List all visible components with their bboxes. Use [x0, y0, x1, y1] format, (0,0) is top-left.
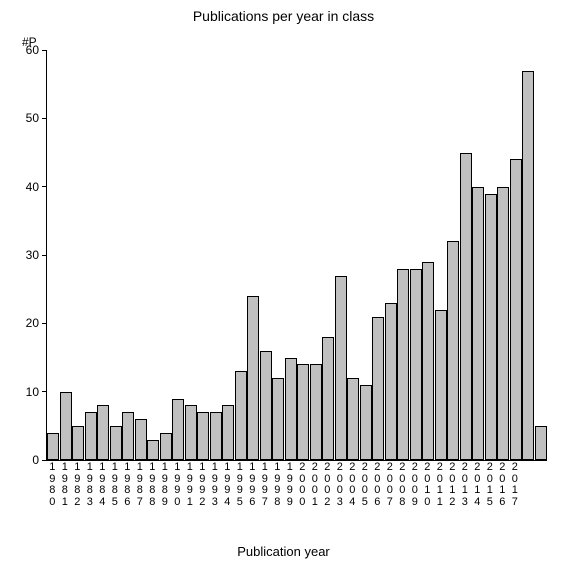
- bar: [385, 303, 397, 460]
- bar: [485, 194, 497, 461]
- x-tick-label: 1 9 8 6: [124, 462, 130, 508]
- y-tick-label: 30: [26, 248, 39, 262]
- bar: [47, 433, 59, 460]
- bar: [272, 378, 284, 460]
- x-tick-label: 2 0 1 5: [487, 462, 493, 508]
- bar: [247, 296, 259, 460]
- x-tick-label: 1 9 9 8: [274, 462, 280, 508]
- bar: [460, 153, 472, 461]
- bar: [110, 426, 122, 460]
- bar: [197, 412, 209, 460]
- bar: [297, 364, 309, 460]
- bar: [60, 392, 72, 460]
- x-tick-label: 2 0 0 3: [337, 462, 343, 508]
- chart-title: Publications per year in class: [0, 8, 567, 24]
- y-tick: [42, 50, 47, 51]
- x-tick-label: 2 0 0 2: [324, 462, 330, 508]
- x-tick-label: 2 0 0 7: [387, 462, 393, 508]
- bar: [72, 426, 84, 460]
- bar: [347, 378, 359, 460]
- x-tick-label: 1 9 9 2: [199, 462, 205, 508]
- x-tick-label: 1 9 8 4: [99, 462, 105, 508]
- x-tick-label: 2 0 1 1: [437, 462, 443, 508]
- x-axis-title: Publication year: [0, 544, 567, 559]
- x-tick-label: 2 0 0 9: [412, 462, 418, 508]
- bar: [310, 364, 322, 460]
- bar: [85, 412, 97, 460]
- x-tick-label: 1 9 8 8: [149, 462, 155, 508]
- y-tick-label: 0: [32, 453, 39, 467]
- x-tick-label: 1 9 9 7: [262, 462, 268, 508]
- bar: [422, 262, 434, 460]
- y-tick: [42, 323, 47, 324]
- x-tick-label: 2 0 1 7: [512, 462, 518, 508]
- y-tick: [42, 255, 47, 256]
- x-tick-label: 1 9 9 6: [249, 462, 255, 508]
- bar: [472, 187, 484, 460]
- x-tick-label: 2 0 0 5: [362, 462, 368, 508]
- bar: [160, 433, 172, 460]
- bar: [135, 419, 147, 460]
- bar: [360, 385, 372, 460]
- bar: [235, 371, 247, 460]
- x-tick-label: 1 9 9 1: [187, 462, 193, 508]
- bar: [185, 405, 197, 460]
- x-tick-label: 1 9 9 5: [237, 462, 243, 508]
- bar: [285, 358, 297, 461]
- x-tick-label: 1 9 8 2: [74, 462, 80, 508]
- y-tick: [42, 186, 47, 187]
- x-tick-label: 1 9 8 9: [162, 462, 168, 508]
- x-tick-label: 1 9 9 0: [174, 462, 180, 508]
- x-tick-label: 1 9 8 3: [87, 462, 93, 508]
- x-tick-label: 2 0 1 2: [449, 462, 455, 508]
- y-tick: [42, 391, 47, 392]
- x-tick-label: 1 9 8 0: [49, 462, 55, 508]
- y-tick-label: 40: [26, 180, 39, 194]
- x-tick-label: 1 9 8 7: [137, 462, 143, 508]
- x-tick-label: 2 0 0 4: [349, 462, 355, 508]
- x-tick-label: 2 0 0 0: [299, 462, 305, 508]
- bar: [122, 412, 134, 460]
- y-tick-label: 50: [26, 111, 39, 125]
- x-tick-label: 2 0 1 6: [499, 462, 505, 508]
- y-tick-label: 60: [26, 43, 39, 57]
- x-tick-label: 1 9 8 5: [112, 462, 118, 508]
- bars-group: [47, 50, 547, 460]
- bar: [397, 269, 409, 460]
- bar: [447, 241, 459, 460]
- x-tick-label: 2 0 1 4: [474, 462, 480, 508]
- bar: [372, 317, 384, 461]
- x-tick-label: 2 0 1 0: [424, 462, 430, 508]
- bar: [210, 412, 222, 460]
- x-tick-label: 2 0 1 3: [462, 462, 468, 508]
- bar: [322, 337, 334, 460]
- y-tick-label: 10: [26, 385, 39, 399]
- y-tick-label: 20: [26, 316, 39, 330]
- x-tick-label: 2 0 0 8: [399, 462, 405, 508]
- bar: [222, 405, 234, 460]
- bar: [260, 351, 272, 460]
- bar: [497, 187, 509, 460]
- plot-area: 0102030405060: [46, 50, 547, 461]
- bar: [147, 440, 159, 461]
- bar: [435, 310, 447, 460]
- y-tick: [42, 118, 47, 119]
- bar: [410, 269, 422, 460]
- bar: [172, 399, 184, 461]
- x-tick-label: 1 9 9 3: [212, 462, 218, 508]
- x-tick-label: 1 9 9 4: [224, 462, 230, 508]
- x-tick-label: 2 0 0 1: [312, 462, 318, 508]
- x-tick-label: 1 9 8 1: [62, 462, 68, 508]
- x-tick-label: 2 0 0 6: [374, 462, 380, 508]
- bar: [510, 159, 522, 460]
- x-tick-label: 1 9 9 9: [287, 462, 293, 508]
- chart-container: Publications per year in class #P 010203…: [0, 0, 567, 567]
- y-tick: [42, 460, 47, 461]
- bar: [535, 426, 547, 460]
- bar: [335, 276, 347, 461]
- bar: [97, 405, 109, 460]
- bar: [522, 71, 534, 461]
